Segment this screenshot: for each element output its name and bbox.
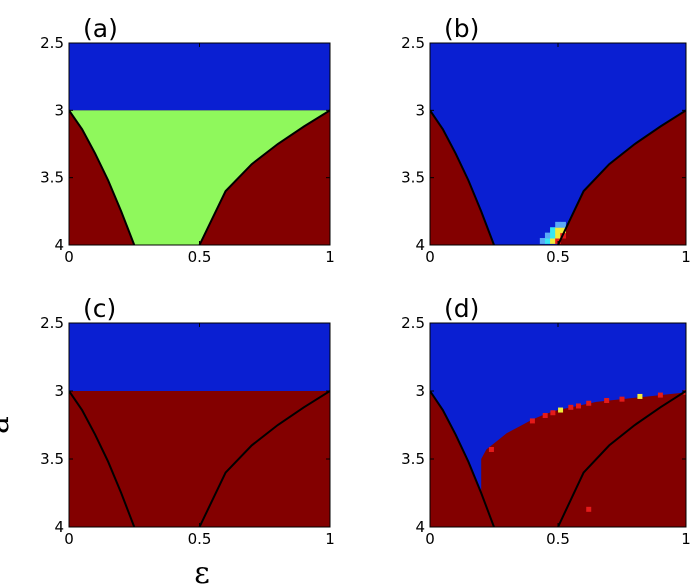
y-tick-label: 4	[415, 236, 425, 254]
transition-cell	[637, 393, 643, 399]
x-tick-label: 0	[425, 530, 435, 548]
y-tick-label: 3	[54, 101, 64, 119]
transition-cell	[488, 446, 494, 452]
hotspot-cell	[550, 232, 556, 239]
y-tick-label: 4	[54, 236, 64, 254]
plot-area-c	[69, 323, 330, 527]
y-tick-label: 3	[415, 382, 425, 400]
y-tick-label: 2.5	[401, 314, 425, 332]
y-tick-label: 2.5	[40, 34, 64, 52]
left-boundary-curve	[69, 109, 136, 245]
hotspot-cell	[555, 221, 561, 228]
plot-area-d	[430, 323, 686, 527]
y-tick-label: 3.5	[401, 169, 425, 187]
x-axis-label: ε	[194, 556, 210, 588]
y-tick-label: 4	[54, 518, 64, 536]
y-tick-label: 4	[415, 518, 425, 536]
region-blue	[430, 43, 686, 245]
hotspot-cell	[550, 227, 556, 234]
x-tick-label: 1	[681, 248, 691, 266]
hotspot-cell	[539, 238, 546, 244]
y-tick-label: 3.5	[40, 450, 64, 468]
panel-label: (b)	[444, 14, 479, 43]
hotspot-cell	[555, 238, 561, 244]
transition-cell	[586, 400, 592, 406]
x-tick-label: 1	[325, 248, 335, 266]
transition-cell	[619, 396, 625, 402]
transition-cell	[542, 412, 548, 418]
y-tick-label: 2.5	[40, 314, 64, 332]
transition-cell	[657, 392, 663, 398]
panel-label: (a)	[83, 14, 118, 43]
right-boundary-curve	[198, 109, 330, 245]
transition-cell	[575, 403, 581, 409]
plot-area-a	[69, 43, 330, 245]
right-boundary-curve	[557, 390, 686, 527]
plot-area-b	[430, 43, 686, 245]
y-tick-label: 3.5	[40, 169, 64, 187]
region-blue	[430, 323, 686, 493]
hotspot-cell	[555, 232, 561, 239]
y-tick-label: 3	[54, 382, 64, 400]
left-boundary-curve	[69, 390, 136, 527]
x-tick-label: 0.5	[188, 530, 212, 548]
y-tick-label: 2.5	[401, 34, 425, 52]
panel-d: 0 0.5 1 2.5 3 3.5 4 (d)	[401, 294, 691, 548]
region-blue	[69, 323, 330, 391]
transition-cell	[586, 506, 592, 512]
hotspot-cell	[560, 221, 566, 228]
transition-cell	[568, 404, 574, 410]
transition-cell	[529, 418, 535, 424]
x-tick-label: 1	[681, 530, 691, 548]
x-tick-label: 0.5	[546, 248, 570, 266]
x-tick-label: 0.5	[188, 248, 212, 266]
region-green	[69, 110, 330, 245]
hotspot-cell	[560, 227, 566, 234]
y-tick-label: 3.5	[401, 450, 425, 468]
right-boundary-curve	[198, 390, 330, 527]
x-tick-label: 0.5	[546, 530, 570, 548]
panel-c: 0 0.5 1 2.5 3 3.5 4 (c)	[40, 294, 335, 548]
region-blue	[69, 43, 330, 111]
x-tick-label: 1	[325, 530, 335, 548]
transition-cell	[604, 398, 610, 404]
hotspot-cell	[544, 232, 551, 239]
x-tick-label: 0	[64, 248, 74, 266]
hotspot-cell	[555, 227, 561, 234]
hotspot-cell	[550, 238, 556, 244]
transition-cell	[558, 407, 564, 413]
y-axis-label: a	[0, 416, 16, 434]
panel-a: 0 0.5 1 2.5 3 3.5 4 (a)	[40, 14, 335, 266]
panel-label: (d)	[444, 294, 479, 323]
hotspot-cell	[544, 238, 551, 244]
panel-label: (c)	[83, 294, 116, 323]
left-boundary-curve	[430, 390, 495, 527]
x-tick-label: 0	[64, 530, 74, 548]
panel-b: 0 0.5 1 2.5 3 3.5 4 (b)	[401, 14, 691, 266]
transition-cell	[550, 410, 556, 416]
y-tick-label: 3	[415, 101, 425, 119]
right-boundary-curve	[557, 109, 686, 245]
left-boundary-curve	[430, 109, 495, 245]
x-tick-label: 0	[425, 248, 435, 266]
